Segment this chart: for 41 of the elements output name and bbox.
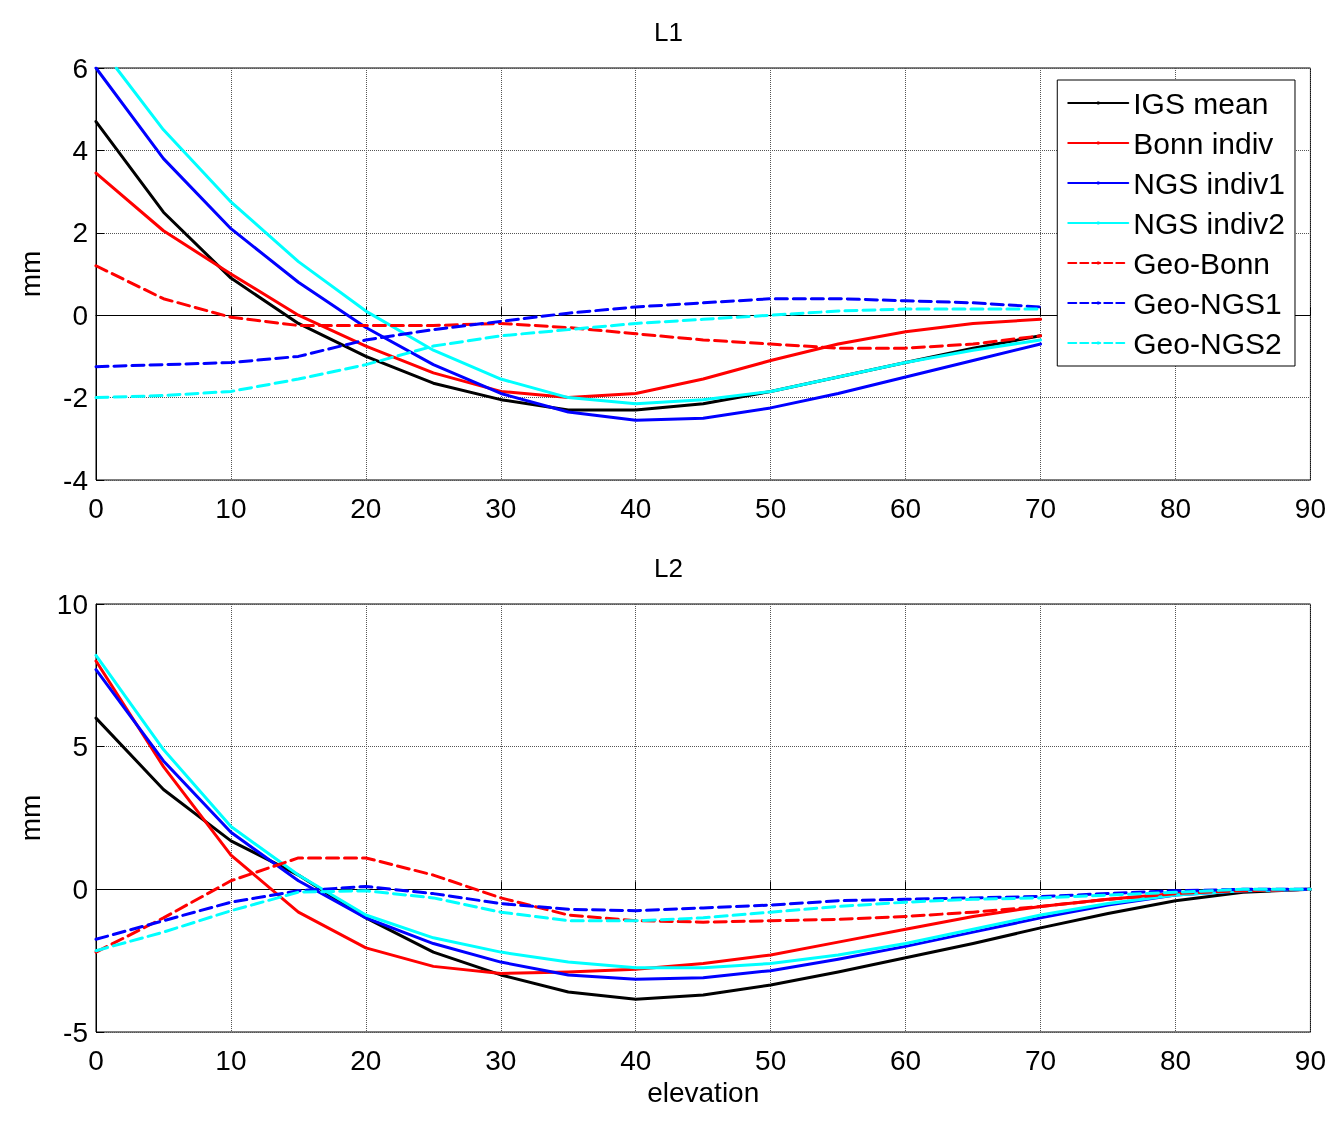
x-tick-label: 40	[620, 492, 652, 524]
y-tick-label: -5	[63, 1016, 88, 1048]
legend-label: Geo-Bonn	[1133, 246, 1271, 280]
chart-title: L1	[654, 17, 683, 47]
x-tick-label: 60	[890, 1044, 922, 1076]
x-tick-label: 30	[485, 1044, 517, 1076]
x-tick-label: 10	[215, 1044, 247, 1076]
x-tick-label: 90	[1294, 1044, 1327, 1076]
x-tick-label: 70	[1024, 492, 1057, 524]
legend-label: Geo-NGS2	[1133, 326, 1282, 360]
line-series	[94, 171, 1043, 400]
x-tick-label: 50	[755, 492, 787, 524]
x-tick-label: 10	[215, 492, 247, 524]
x-axis-title: elevation	[647, 1077, 760, 1109]
x-tick-label: 70	[1024, 1044, 1057, 1076]
x-tick-label: 30	[485, 492, 517, 524]
x-tick-label: 20	[350, 1044, 382, 1076]
legend-label: IGS mean	[1133, 86, 1269, 120]
x-tick-label: 80	[1159, 1044, 1192, 1076]
legend-label: Bonn indiv	[1133, 126, 1274, 160]
x-tick-label: 90	[1294, 492, 1327, 524]
y-axis-title: mm	[14, 250, 46, 298]
chart-title: L2	[654, 553, 683, 583]
y-tick-label: 4	[72, 134, 88, 166]
y-tick-label: 10	[56, 588, 88, 620]
legend-label: NGS indiv1	[1133, 166, 1286, 200]
y-tick-label: 2	[72, 217, 88, 249]
legend-label: NGS indiv2	[1133, 206, 1286, 240]
y-tick-label: 5	[72, 731, 88, 763]
y-tick-label: -4	[63, 464, 88, 496]
y-axis-title: mm	[14, 794, 46, 842]
x-tick-label: 50	[755, 1044, 787, 1076]
x-tick-label: 60	[890, 492, 922, 524]
y-tick-label: 0	[72, 873, 88, 905]
x-tick-label: 20	[350, 492, 382, 524]
y-tick-label: -2	[63, 382, 88, 414]
x-tick-label: 80	[1159, 492, 1192, 524]
y-tick-label: 0	[72, 299, 88, 331]
x-tick-label: 40	[620, 1044, 652, 1076]
y-tick-label: 6	[72, 52, 88, 84]
legend-label: Geo-NGS1	[1133, 286, 1282, 320]
